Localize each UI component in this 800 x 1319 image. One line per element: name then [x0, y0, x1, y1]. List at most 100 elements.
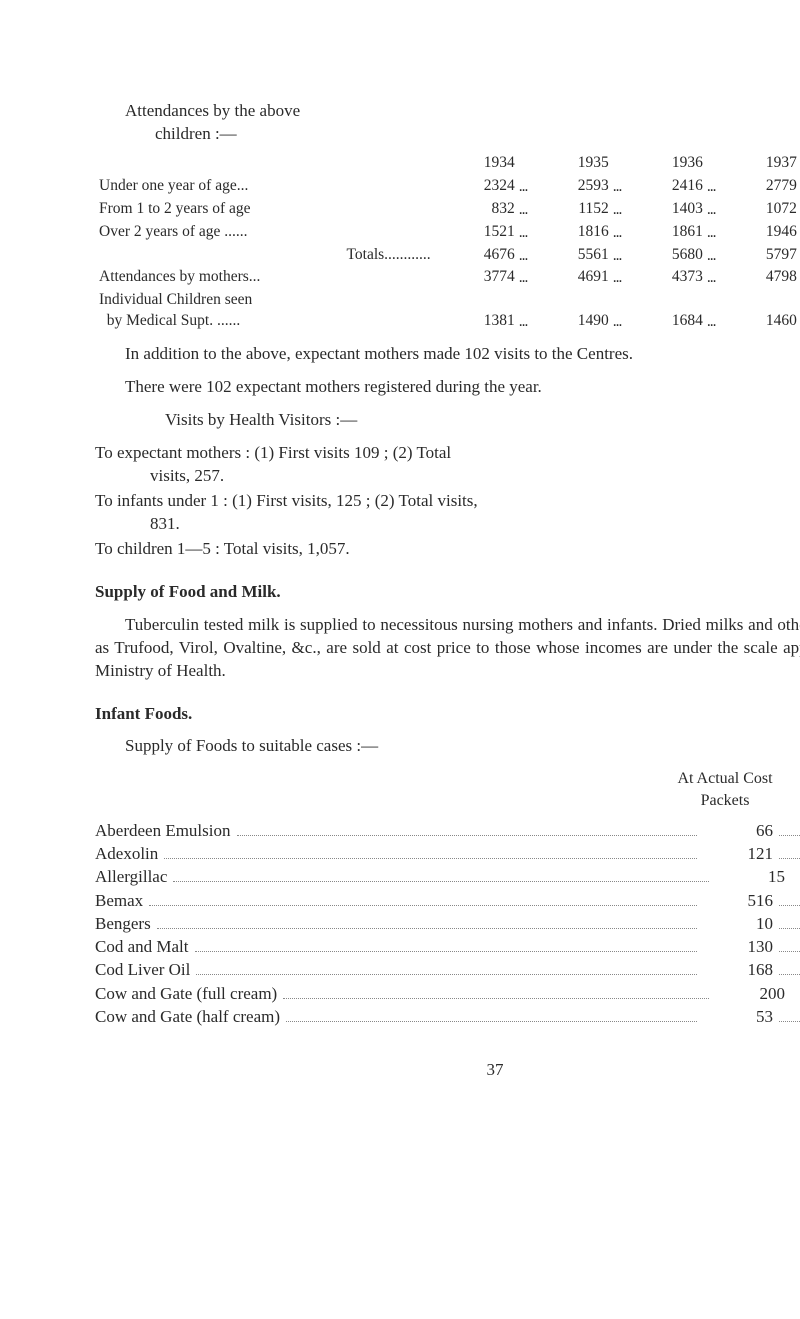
leader-dots	[157, 913, 697, 929]
table-row-years: 1934 1935 1936 1937 1938	[95, 152, 800, 175]
visits-heading: Visits by Health Visitors :—	[95, 409, 800, 432]
cell: 1861	[627, 221, 707, 244]
food-name: Cod Liver Oil	[95, 959, 190, 982]
paragraph-addition: In addition to the above, expectant moth…	[95, 343, 800, 366]
leader-dots	[283, 982, 709, 998]
row-label: Totals............	[95, 244, 439, 267]
leader-dots	[779, 1005, 800, 1021]
foods-row: Cow and Gate (full cream)200—	[95, 982, 800, 1005]
attendance-title-2: children :—	[95, 123, 800, 146]
row-label: Attendances by mothers...	[95, 266, 439, 289]
food-actual-cost: 53	[703, 1006, 773, 1029]
col1-line1: At Actual Cost	[677, 770, 772, 787]
year: 1935	[533, 152, 613, 175]
food-actual-cost: 168	[703, 959, 773, 982]
foods-header: At Actual Cost Packets Free Packets	[95, 768, 800, 811]
cell: 2324	[439, 175, 519, 198]
row-label: Under one year of age...	[95, 175, 439, 198]
cell: 3774	[439, 266, 519, 289]
foods-row: Bemax51667	[95, 889, 800, 912]
food-actual-cost: 200	[715, 983, 785, 1006]
table-row: From 1 to 2 years of age 832... 1152... …	[95, 198, 800, 221]
year: 1934	[439, 152, 519, 175]
text: To expectant mothers : (1) First visits …	[95, 443, 451, 462]
cell: 2593	[533, 175, 613, 198]
cell: 1490	[533, 289, 613, 333]
foods-row: Cow and Gate (half cream)5314	[95, 1005, 800, 1028]
cell: 2779	[721, 175, 800, 198]
ind-l1: Individual Children seen	[99, 291, 252, 308]
row-label: Over 2 years of age ......	[95, 221, 439, 244]
cell: 4798	[721, 266, 800, 289]
visits-item-3: To children 1—5 : Total visits, 1,057.	[95, 538, 800, 561]
cell: 1381	[439, 289, 519, 333]
table-row: Over 2 years of age ...... 1521... 1816.…	[95, 221, 800, 244]
cell: 5797	[721, 244, 800, 267]
section-heading-infant-foods: Infant Foods.	[95, 703, 800, 726]
page-number: 37	[95, 1059, 800, 1082]
cell: 2416	[627, 175, 707, 198]
food-actual-cost: 15	[715, 866, 785, 889]
table-row-totals: Totals............ 4676... 5561... 5680.…	[95, 244, 800, 267]
cell: 4676	[439, 244, 519, 267]
leader-dots	[196, 959, 697, 975]
leader-dots	[779, 889, 800, 905]
year: 1937	[721, 152, 800, 175]
food-name: Adexolin	[95, 843, 158, 866]
section-heading-supply: Supply of Food and Milk.	[95, 581, 800, 604]
cell: 1946	[721, 221, 800, 244]
foods-row: Aberdeen Emulsion6629	[95, 820, 800, 843]
foods-row: Allergillac15—	[95, 866, 800, 889]
food-name: Bemax	[95, 890, 143, 913]
food-name: Allergillac	[95, 866, 167, 889]
food-name: Cow and Gate (full cream)	[95, 983, 277, 1006]
cell: 5561	[533, 244, 613, 267]
cell: 1684	[627, 289, 707, 333]
table-row: Individual Children seen by Medical Supt…	[95, 289, 800, 333]
paragraph-registered: There were 102 expectant mothers registe…	[95, 376, 800, 399]
food-actual-cost: 121	[703, 843, 773, 866]
food-actual-cost: 516	[703, 890, 773, 913]
food-name: Cod and Malt	[95, 936, 189, 959]
infant-foods-lead: Supply of Foods to suitable cases :—	[95, 735, 800, 758]
leader-dots	[779, 959, 800, 975]
leader-dots	[173, 866, 709, 882]
leader-dots	[779, 843, 800, 859]
cell: 1521	[439, 221, 519, 244]
cell: 5680	[627, 244, 707, 267]
leader-dots	[237, 820, 698, 836]
leader-dots	[149, 889, 697, 905]
text: To infants under 1 : (1) First visits, 1…	[95, 491, 478, 510]
leader-dots	[779, 936, 800, 952]
cell: 832	[439, 198, 519, 221]
cell: 1816	[533, 221, 613, 244]
ind-l2: by Medical Supt. ......	[107, 312, 240, 329]
leader-dots	[779, 913, 800, 929]
cell: 1152	[533, 198, 613, 221]
food-name: Cow and Gate (half cream)	[95, 1006, 280, 1029]
leader-dots	[195, 936, 698, 952]
foods-row: Bengers103	[95, 913, 800, 936]
text: 831.	[150, 514, 180, 533]
row-label: From 1 to 2 years of age	[95, 198, 439, 221]
food-actual-cost: 10	[703, 913, 773, 936]
foods-row: Cod and Malt13057	[95, 936, 800, 959]
cell: 1072	[721, 198, 800, 221]
visits-item-1: To expectant mothers : (1) First visits …	[95, 442, 800, 488]
cell: 1460	[721, 289, 800, 333]
visits-item-2: To infants under 1 : (1) First visits, 1…	[95, 490, 800, 536]
food-name: Bengers	[95, 913, 151, 936]
food-actual-cost: 130	[703, 936, 773, 959]
cell: 4691	[533, 266, 613, 289]
leader-dots	[286, 1005, 697, 1021]
food-name: Aberdeen Emulsion	[95, 820, 231, 843]
row-label: Individual Children seen by Medical Supt…	[95, 289, 439, 333]
table-row: Attendances by mothers... 3774... 4691..…	[95, 266, 800, 289]
paragraph-supply: Tuberculin tested milk is supplied to ne…	[95, 614, 800, 683]
leader-dots	[779, 820, 800, 836]
foods-row: Adexolin1212	[95, 843, 800, 866]
attendance-title-1: Attendances by the above	[95, 100, 800, 123]
cell: 4373	[627, 266, 707, 289]
foods-list: Aberdeen Emulsion6629Adexolin1212Allergi…	[95, 820, 800, 1029]
year: 1936	[627, 152, 707, 175]
